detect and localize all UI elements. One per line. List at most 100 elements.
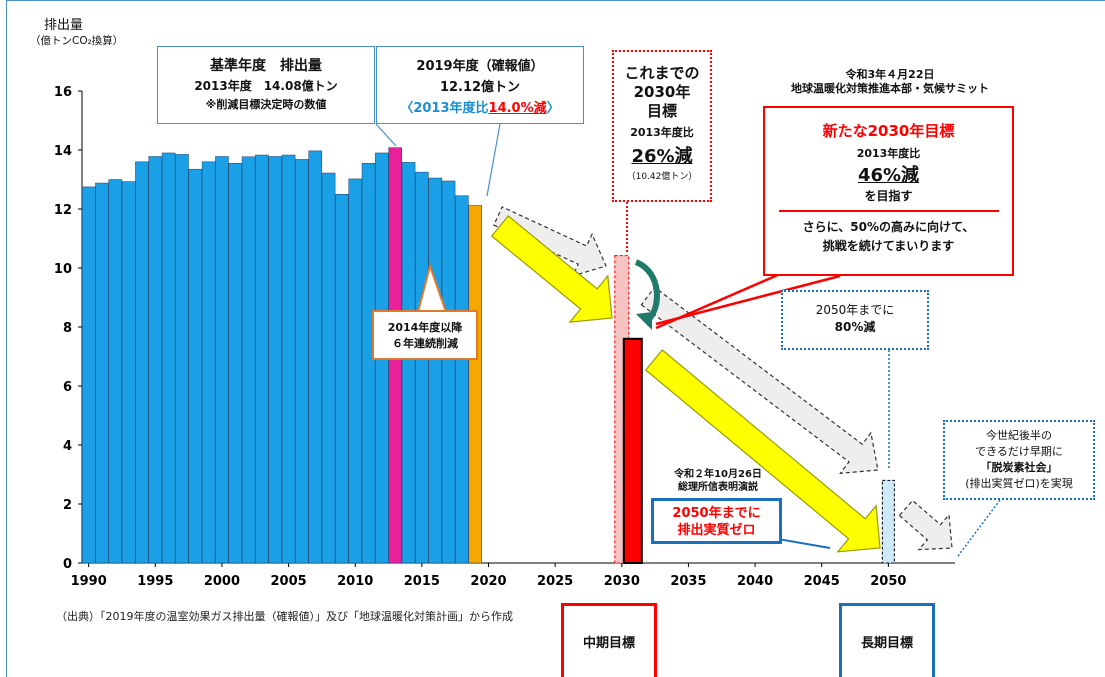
old-path-arrow-2019-2030: [493, 206, 607, 277]
y2019-callout-title: 2019年度（確報値）: [416, 59, 544, 74]
decarb-line2: できるだけ早期に: [975, 445, 1063, 458]
y-axis-title: 排出量: [44, 18, 84, 33]
x-tick-label: 2035: [670, 574, 706, 589]
new-2030-target-callout: 新たな2030年目標 2013年度比 46%減 を目指す さらに、50%の高みに…: [763, 106, 1014, 276]
net-zero-line2: 排出実質ゼロ: [677, 523, 756, 538]
y2019-callout-reduction: 〈2013年度比14.0%減〉: [377, 97, 583, 116]
old-target-line2: 2030年: [633, 83, 691, 101]
x-tick-label: 2030: [604, 574, 640, 589]
y-tick-label: 12: [54, 203, 72, 218]
consec-line2: ６年連続削減: [392, 337, 458, 350]
speech-title: 総理所信表明演説: [678, 482, 758, 493]
summit-event: 地球温暖化対策推進本部・気候サミット: [791, 82, 989, 95]
target-80pct-line1: 2050年までに: [815, 303, 895, 317]
new-target-percent: 46%減: [857, 165, 920, 186]
bar-2014: [401, 162, 416, 564]
bar-1992: [108, 179, 123, 564]
bar-2018: [455, 195, 469, 564]
x-tick-label: 2015: [404, 574, 440, 589]
y2019-callout: 2019年度（確報値） 12.12億トン 〈2013年度比14.0%減〉: [376, 46, 584, 124]
arrow-2050-beyond: [898, 499, 953, 551]
decarb-pointer: [957, 499, 1001, 557]
x-tick-label: 2020: [470, 574, 506, 589]
bar-2010: [348, 178, 363, 564]
base-year-callout: 基準年度 排出量 2013年度 14.08億トン ※削減目標決定時の数値: [157, 46, 375, 124]
bar-2005: [281, 154, 296, 564]
target-80pct-line2: 80%減: [834, 320, 876, 334]
bar-2030-new-target: [622, 337, 643, 564]
bar-2008: [321, 172, 336, 564]
bar-1995: [148, 156, 163, 564]
bar-2000: [215, 156, 229, 564]
old-target-amount: （10.42億トン）: [626, 172, 698, 182]
decarb-line1: 今世紀後半の: [986, 429, 1052, 442]
y-tick-label: 8: [63, 321, 72, 336]
x-tick-label: 2045: [804, 574, 840, 589]
bar-2015: [415, 171, 429, 564]
bar-1993: [121, 181, 136, 564]
y-tick-label: 10: [54, 262, 72, 277]
consecutive-reduction-callout: 2014年度以降 ６年連続削減: [372, 310, 478, 360]
x-tick-label: 2040: [737, 574, 773, 589]
x-tick-label: 1990: [71, 574, 107, 589]
bar-2001: [228, 163, 243, 564]
bar-1991: [95, 182, 109, 564]
new-path-arrow-2019-2030: [490, 215, 613, 323]
base-callout-pointer: [375, 123, 397, 147]
summit-header: 令和3年４月22日 地球温暖化対策推進本部・気候サミット: [760, 68, 1020, 96]
y2019-callout-value: 12.12億トン: [439, 80, 521, 95]
base-callout-note: ※削減目標決定時の数値: [205, 98, 327, 111]
y-tick-label: 6: [63, 380, 72, 395]
summit-date: 令和3年４月22日: [845, 68, 935, 81]
bar-1990: [81, 186, 96, 564]
new-path-arrow-2030-2050: [644, 349, 881, 553]
bar-2002: [241, 156, 256, 564]
consec-line1: 2014年度以降: [387, 321, 463, 334]
bar-1997: [175, 154, 189, 564]
old-target-line1: これまでの: [624, 64, 700, 82]
old-target-line3: 目標: [646, 102, 677, 120]
x-tick-label: 2025: [537, 574, 573, 589]
x-tick-label: 2010: [337, 574, 373, 589]
bar-1998: [188, 168, 203, 564]
decarbonized-society-callout: 今世紀後半の できるだけ早期に 「脱炭素社会」 (排出実質ゼロ)を実現: [943, 420, 1095, 500]
y-tick-label: 4: [63, 439, 72, 454]
new-target-pointer-2: [655, 274, 841, 326]
y2019-callout-pointer: [486, 123, 501, 197]
old-target-basis: 2013年度比: [630, 126, 694, 139]
long-term-target-box: 長期目標: [839, 603, 935, 677]
y-tick-label: 16: [54, 85, 72, 100]
new-target-ambition-2: 挑戦を続けてまいります: [822, 239, 955, 253]
bar-2019: [468, 205, 482, 564]
mid-term-target-box: 中期目標: [561, 603, 657, 677]
x-tick-label: 2000: [204, 574, 240, 589]
bar-2050-target: [881, 479, 895, 564]
bar-2016: [428, 177, 442, 564]
new-target-basis: 2013年度比: [856, 147, 921, 160]
bar-2007: [308, 150, 323, 564]
net-zero-2050-callout: 2050年までに 排出実質ゼロ: [651, 498, 782, 544]
decarb-line4: (排出実質ゼロ)を実現: [965, 477, 1073, 490]
base-callout-value: 2013年度 14.08億トン: [194, 79, 338, 93]
y2019-reduction-prefix: 〈2013年度比: [400, 101, 489, 116]
y-tick-label: 2: [63, 498, 72, 513]
net-zero-line1: 2050年までに: [672, 506, 761, 521]
y2019-reduction-value: 14.0%減: [488, 101, 547, 116]
frame-top-border: [6, 0, 1105, 1]
x-tick-label: 2050: [870, 574, 906, 589]
bar-1999: [201, 161, 216, 564]
target-2050-80pct-callout: 2050年までに 80%減: [781, 290, 929, 350]
y2019-reduction-suffix: 〉: [546, 101, 560, 116]
old-2030-target-callout: これまでの 2030年 目標 2013年度比 26%減 （10.42億トン）: [612, 50, 712, 202]
bar-1996: [161, 152, 176, 564]
new-target-divider: [778, 210, 999, 212]
source-note: （出典）「2019年度の温室効果ガス排出量（確報値）」及び「地球温暖化対策計画」…: [56, 610, 513, 623]
new-target-title: 新たな2030年目標: [822, 122, 955, 140]
bar-2009: [335, 194, 349, 564]
x-tick-label: 1995: [137, 574, 173, 589]
frame-left-border: [6, 0, 7, 677]
new-target-ambition-1: さらに、50%の高みに向けて、: [802, 220, 975, 234]
y-axis-unit: （億トンCO₂換算）: [30, 35, 124, 47]
revision-curve-arrowhead: [636, 312, 652, 330]
